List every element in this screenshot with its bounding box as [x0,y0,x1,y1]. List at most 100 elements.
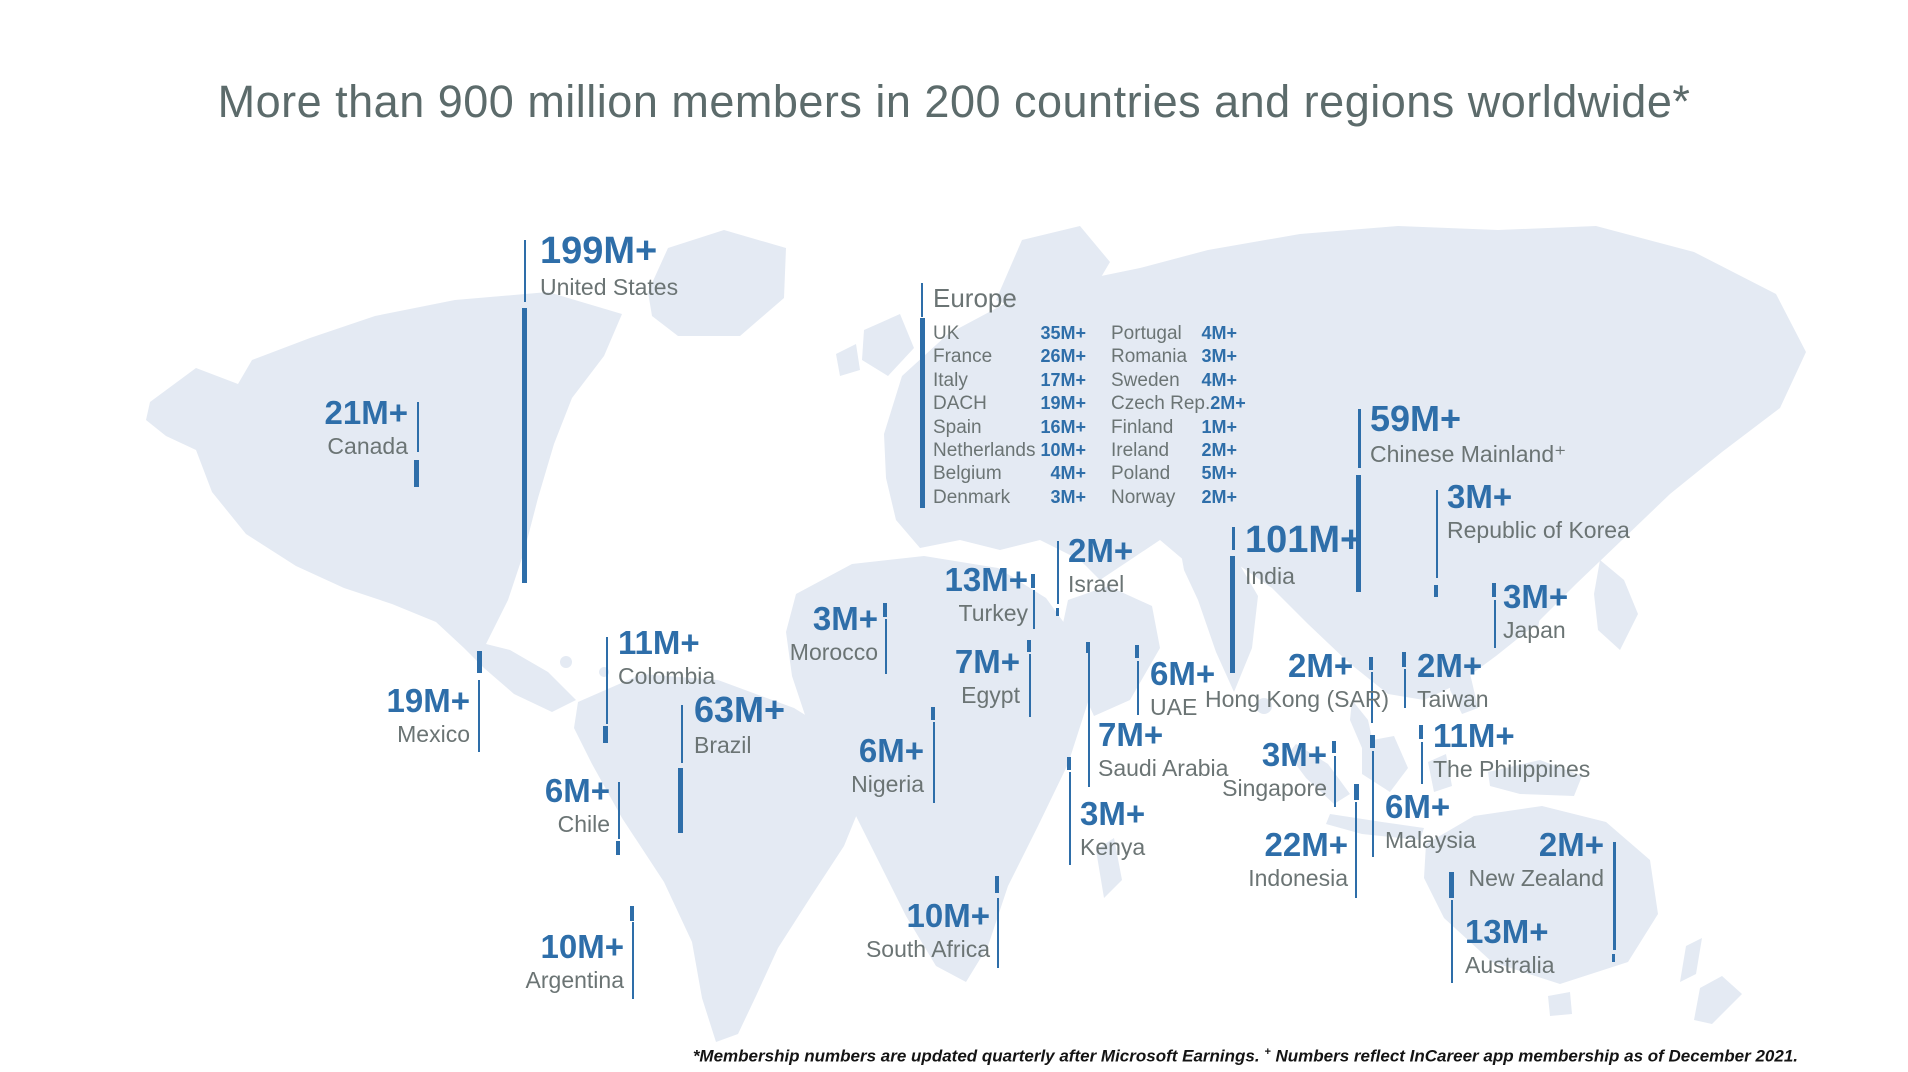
europe-count: 19M+ [1040,393,1086,414]
marker-indonesia: 22M+ Indonesia [1248,828,1348,891]
europe-row: Ireland 2M+ [1111,440,1237,463]
island-sri-lanka [1256,698,1272,714]
country-name: Argentina [525,966,624,993]
leader-united-states-thick [522,308,527,583]
member-count: 59M+ [1370,398,1462,439]
country-name: Colombia [618,662,716,689]
europe-country: Netherlands [933,439,1036,461]
member-count: 3M+ [812,600,878,637]
leader-uae-tick [1135,645,1139,658]
country-name: The Philippines [1433,755,1591,782]
island-caribbean [560,656,572,668]
continent-australia [1424,806,1658,984]
leader-israel-dot [1056,608,1059,616]
europe-country: Finland [1111,416,1174,438]
island-sulawesi [1428,754,1452,792]
marker-south-africa: 10M+ South Africa [866,899,990,962]
marker-singapore: 3M+ Singapore [1222,738,1327,801]
country-name: Indonesia [1248,864,1348,891]
island-tasmania [1548,992,1572,1016]
europe-count: 10M+ [1040,439,1086,460]
europe-panel: Europe UK 35M+ France 26M+ Italy 17M+ DACH 1… [933,283,1246,510]
member-count: 3M+ [1447,478,1513,515]
member-count: 3M+ [1261,736,1327,773]
member-count: 6M+ [1150,655,1216,692]
country-name: Chile [557,810,610,837]
country-name: Brazil [694,731,752,758]
europe-row: Norway 2M+ [1111,487,1237,510]
europe-count: 26M+ [1040,346,1086,367]
member-count: 13M+ [1465,913,1549,950]
leader-chile-tick [616,841,620,855]
country-name: Morocco [789,638,878,665]
leader-japan-thin [1494,600,1496,648]
continent-africa [786,556,1088,982]
leader-hong-kong-thin [1371,672,1373,723]
island-philippines [1450,650,1478,714]
leader-taiwan-tick [1402,652,1406,667]
leader-canada-thick [414,460,419,487]
marker-turkey: 13M+ Turkey [945,563,1028,626]
member-count: 11M+ [1433,717,1515,754]
europe-column-left: UK 35M+ France 26M+ Italy 17M+ DACH 19M+ Spa… [933,323,1086,510]
country-name: Egypt [961,681,1020,708]
member-count: 2M+ [1068,532,1134,569]
marker-philippines: 11M+ The Philippines [1433,719,1590,782]
country-name: Singapore [1222,774,1327,801]
country-name: Hong Kong (SAR) [1205,685,1390,712]
leader-korea-tick [1434,585,1438,597]
europe-row: Romania 3M+ [1111,346,1237,369]
leader-israel-thin [1057,541,1059,604]
country-name: Malaysia [1385,826,1476,853]
marker-chile: 6M+ Chile [545,774,610,837]
marker-mexico: 19M+ Mexico [387,684,470,747]
leader-colombia-tick [603,726,608,743]
footnote-text: *Membership numbers are updated quarterl… [692,1046,1265,1066]
marker-kenya: 3M+ Kenya [1080,797,1145,860]
marker-new-zealand: 2M+ New Zealand [1468,828,1604,891]
europe-count: 3M+ [1050,486,1086,507]
marker-malaysia: 6M+ Malaysia [1385,790,1476,853]
leader-brazil-thick [678,768,683,833]
country-name: Australia [1465,951,1555,978]
leader-morocco-tick [883,603,887,617]
leader-brazil-thin [681,705,683,763]
member-count: 10M+ [906,897,990,934]
leader-malaysia-tick [1370,735,1375,748]
country-name: United States [540,273,679,300]
marker-india: 101M+ India [1245,521,1362,589]
member-count: 6M+ [1385,788,1451,825]
europe-country: Portugal [1111,323,1182,344]
member-count: 11M+ [618,624,700,661]
europe-country: Italy [933,369,968,391]
europe-count: 4M+ [1201,323,1237,343]
leader-chile-thin [618,782,620,839]
marker-saudi-arabia: 7M+ Saudi Arabia [1098,718,1228,781]
leader-saudi-arabia-thin [1088,653,1090,787]
leader-india-thick [1230,556,1235,673]
leader-new-zealand-thin [1613,842,1616,950]
europe-row: Finland 1M+ [1111,417,1237,440]
leader-kenya-tick [1067,757,1071,770]
europe-country: Romania [1111,346,1188,368]
europe-row: Sweden 4M+ [1111,370,1237,393]
leader-new-zealand-dot [1612,954,1615,962]
europe-count: 1M+ [1201,416,1237,437]
europe-count: 4M+ [1201,369,1237,390]
europe-count: 2M+ [1201,486,1237,507]
leader-colombia-thin [606,637,608,724]
leader-india-tick [1232,527,1235,550]
europe-row: France 26M+ [933,346,1086,369]
island-ireland [836,344,860,376]
europe-country: DACH [933,393,987,415]
member-count: 3M+ [1503,578,1569,615]
marker-australia: 13M+ Australia [1465,915,1554,978]
continent-north-america [146,292,622,712]
europe-row: Belgium 4M+ [933,463,1086,486]
leader-europe-thick [920,318,925,508]
island-borneo [1362,736,1408,792]
marker-canada: 21M+ Canada [325,396,408,459]
member-count: 6M+ [544,772,610,809]
region-india [1180,548,1258,692]
